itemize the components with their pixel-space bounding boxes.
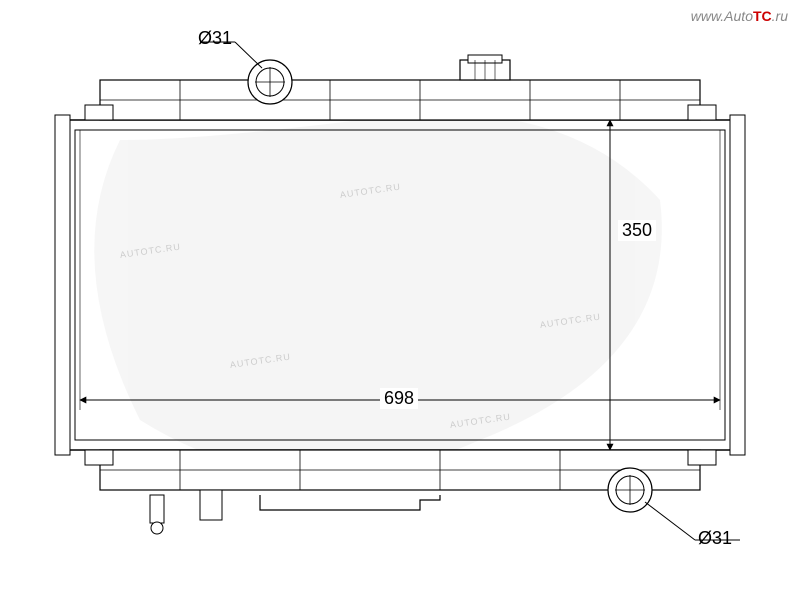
leader-bottom — [645, 502, 695, 540]
wm-tc: TC — [753, 8, 772, 24]
left-endcap — [55, 115, 70, 455]
width-label: 698 — [380, 388, 418, 409]
mount-tab-br — [688, 450, 716, 465]
radiator-drawing: SAT — [0, 0, 800, 600]
diam-bottom-label: Ø31 — [698, 528, 732, 549]
right-endcap — [730, 115, 745, 455]
diagram-canvas: SAT — [0, 0, 800, 600]
leader-top — [235, 42, 262, 68]
watermark-url: www.AutoTC.ru — [691, 8, 788, 24]
drain-1 — [200, 490, 222, 520]
height-label: 350 — [618, 220, 656, 241]
watermark-bg: SAT — [94, 114, 662, 476]
wm-suffix: .ru — [772, 8, 788, 24]
diam-top-label: Ø31 — [198, 28, 232, 49]
mount-tab-tl — [85, 105, 113, 120]
wm-prefix: www.Auto — [691, 8, 753, 24]
mount-tab-bl — [85, 450, 113, 465]
drain-2 — [150, 495, 164, 523]
bottom-pipe — [260, 495, 440, 510]
mount-tab-tr — [688, 105, 716, 120]
